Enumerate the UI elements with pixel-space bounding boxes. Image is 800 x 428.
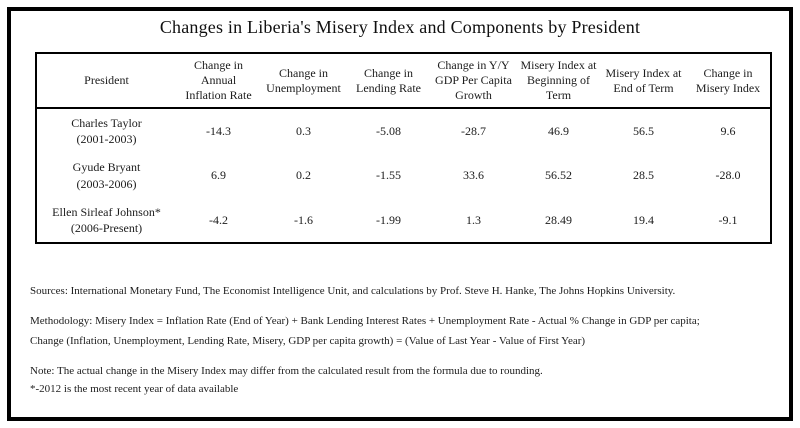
document-frame: Changes in Liberia's Misery Index and Co…	[7, 7, 793, 421]
value-cell: 33.6	[463, 168, 484, 182]
value-cell: 6.9	[211, 168, 226, 182]
value-cell: -1.99	[376, 212, 401, 227]
misery-index-table: President Change in Annual Inflation Rat…	[35, 52, 772, 244]
column-header-gdp-growth: Change in Y/Y GDP Per Capita Growth	[431, 53, 516, 109]
president-cell: Charles Taylor (2001-2003)	[36, 108, 176, 153]
president-term: (2001-2003)	[76, 132, 137, 146]
president-name: Charles Taylor	[71, 115, 142, 130]
table-row: Charles Taylor (2001-2003) -14.3 0.3 -5.…	[36, 108, 771, 153]
value-cell: 0.2	[296, 168, 311, 182]
value-cell: 19.4	[633, 212, 654, 227]
rounding-note: Note: The actual change in the Misery In…	[30, 365, 543, 377]
value-cell: -5.08	[376, 123, 401, 138]
value-cell: -1.6	[294, 212, 313, 227]
column-header-inflation: Change in Annual Inflation Rate	[176, 53, 261, 109]
value-cell: -4.2	[209, 212, 228, 227]
president-cell: Ellen Sirleaf Johnson* (2006-Present)	[36, 198, 176, 243]
value-cell: 28.5	[633, 168, 654, 182]
column-header-misery-change: Change in Misery Index	[686, 53, 771, 109]
methodology-line-2: Change (Inflation, Unemployment, Lending…	[30, 335, 586, 347]
value-cell: 28.49	[545, 212, 572, 227]
value-cell: 56.52	[545, 168, 572, 182]
value-cell: -28.7	[461, 123, 486, 138]
value-cell: -28.0	[715, 168, 741, 182]
column-header-president: President	[36, 53, 176, 109]
value-cell: 1.3	[466, 212, 481, 227]
data-availability-footnote: *-2012 is the most recent year of data a…	[30, 383, 239, 395]
table-row: Gyude Bryant (2003-2006) 6.9 0.2 -1.55 3…	[36, 153, 771, 198]
column-header-misery-begin: Misery Index at Beginning of Term	[516, 53, 601, 109]
president-term: (2003-2006)	[76, 176, 137, 191]
methodology-line-1: Methodology: Misery Index = Inflation Ra…	[30, 315, 700, 327]
value-cell: 46.9	[548, 123, 569, 138]
president-name: Gyude Bryant	[72, 160, 141, 175]
value-cell: -1.55	[376, 168, 401, 182]
value-cell: -14.3	[206, 123, 231, 138]
column-header-unemployment: Change in Unemployment	[261, 53, 346, 109]
column-header-lending-rate: Change in Lending Rate	[346, 53, 431, 109]
value-cell: 9.6	[720, 123, 736, 138]
value-cell: -9.1	[718, 212, 738, 227]
header-row: President Change in Annual Inflation Rat…	[36, 53, 771, 109]
column-header-misery-end: Misery Index at End of Term	[601, 53, 686, 109]
president-name: Ellen Sirleaf Johnson*	[52, 204, 161, 219]
president-cell: Gyude Bryant (2003-2006)	[36, 153, 176, 198]
value-cell: 0.3	[296, 123, 311, 138]
sources-note: Sources: International Monetary Fund, Th…	[30, 285, 676, 297]
page-title: Changes in Liberia's Misery Index and Co…	[159, 17, 641, 37]
president-term: (2006-Present)	[70, 221, 143, 235]
value-cell: 56.5	[633, 123, 654, 138]
table-row: Ellen Sirleaf Johnson* (2006-Present) -4…	[36, 198, 771, 243]
